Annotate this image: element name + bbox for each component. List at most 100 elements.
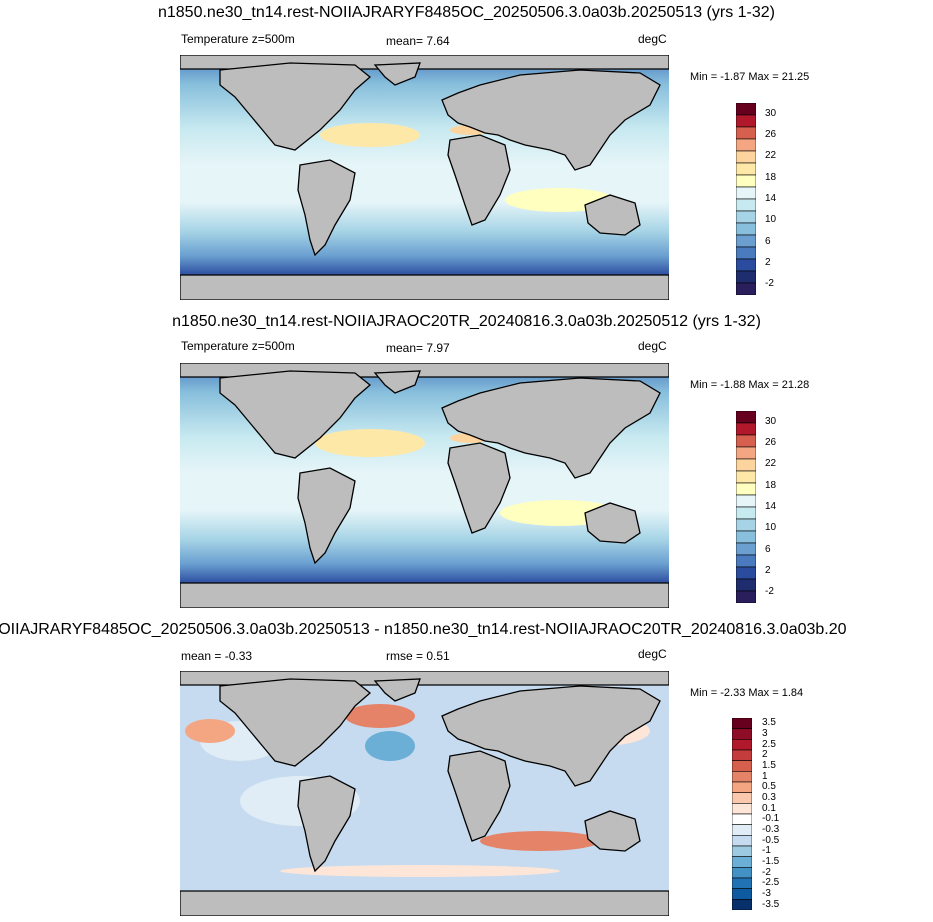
- panel3-title: est-NOIIAJRARYF8485OC_20250506.3.0a03b.2…: [0, 621, 847, 638]
- colorbar-swatch: [736, 186, 756, 200]
- colorbar-tick-label: 26: [765, 437, 777, 448]
- colorbar-swatch: [736, 282, 756, 295]
- colorbar-tick-label: 10: [765, 522, 777, 534]
- colorbar-tick-label: 0.5: [762, 781, 776, 793]
- colorbar-swatch: [736, 566, 756, 580]
- colorbar-swatch: [736, 422, 756, 436]
- colorbar-tick-label: 0.1: [762, 802, 776, 814]
- colorbar-tick-label: -0.3: [762, 824, 780, 835]
- panel1-map: [180, 55, 669, 300]
- colorbar-tick-label: 22: [765, 458, 777, 470]
- colorbar-swatch: [732, 888, 752, 900]
- panel2-minmax: Min = -1.88 Max = 21.28: [690, 379, 810, 391]
- colorbar-swatch: [732, 749, 752, 761]
- colorbar-tick-label: -2.5: [762, 877, 780, 889]
- colorbar-swatch: [736, 258, 756, 272]
- colorbar-swatch: [736, 482, 756, 496]
- colorbar-tick-label: 2: [765, 257, 771, 268]
- colorbar-tick-label: 26: [765, 129, 777, 140]
- panel3-map: [180, 671, 669, 916]
- colorbar-swatch: [736, 470, 756, 484]
- colorbar-swatch: [736, 411, 756, 424]
- panel2-map: [180, 363, 669, 608]
- colorbar-tick-label: 22: [765, 150, 777, 162]
- colorbar-swatch: [736, 162, 756, 176]
- colorbar-swatch: [736, 458, 756, 472]
- colorbar-swatch: [736, 138, 756, 152]
- panel1-mean-label: mean= 7.64: [386, 34, 450, 48]
- colorbar-swatch: [736, 246, 756, 260]
- panel1-title: n1850.ne30_tn14.rest-NOIIAJRARYF8485OC_2…: [157, 4, 775, 21]
- colorbar-tick-label: -2: [762, 866, 771, 878]
- colorbar-tick-label: 14: [765, 501, 777, 512]
- colorbar-tick-label: 1.5: [762, 760, 776, 771]
- colorbar-tick-label: 10: [765, 214, 777, 226]
- colorbar-swatch: [732, 803, 752, 815]
- colorbar-swatch: [732, 792, 752, 804]
- panel2-colorbar: [736, 411, 756, 603]
- colorbar-swatch: [732, 899, 752, 910]
- colorbar-swatch: [736, 542, 756, 556]
- panel2-units-label: degC: [638, 339, 667, 353]
- colorbar-swatch: [736, 222, 756, 236]
- panel2-title: n1850.ne30_tn14.rest-NOIIAJRAOC20TR_2024…: [172, 313, 761, 330]
- colorbar-tick-label: -1: [762, 845, 771, 857]
- colorbar-swatch: [736, 494, 756, 508]
- colorbar-swatch: [736, 578, 756, 592]
- panel2-mean-label: mean= 7.97: [386, 341, 450, 355]
- panel1-variable-label: Temperature z=500m: [181, 32, 295, 46]
- colorbar-tick-label: -2: [765, 586, 774, 598]
- colorbar-swatch: [736, 530, 756, 544]
- colorbar-tick-label: 18: [765, 171, 777, 183]
- colorbar-swatch: [736, 434, 756, 448]
- colorbar-swatch: [732, 877, 752, 889]
- colorbar-tick-label: 30: [765, 107, 777, 119]
- panel3-mean-label: mean = -0.33: [181, 649, 253, 663]
- panel1-colorbar: [736, 103, 756, 295]
- colorbar-swatch: [732, 718, 752, 729]
- colorbar-swatch: [732, 771, 752, 783]
- panel3-rmse-label: rmse = 0.51: [386, 649, 450, 663]
- panel3-colorbar: [732, 718, 752, 910]
- colorbar-swatch: [732, 781, 752, 793]
- colorbar-tick-label: -2: [765, 278, 774, 290]
- colorbar-tick-label: 2: [762, 749, 768, 761]
- colorbar-swatch: [736, 590, 756, 603]
- colorbar-swatch: [736, 198, 756, 212]
- colorbar-swatch: [732, 760, 752, 772]
- colorbar-tick-label: 6: [765, 543, 771, 555]
- colorbar-swatch: [732, 856, 752, 868]
- panel2-variable-label: Temperature z=500m: [181, 339, 295, 353]
- colorbar-swatch: [736, 270, 756, 284]
- colorbar-tick-label: 3: [762, 728, 768, 739]
- colorbar-swatch: [736, 554, 756, 568]
- colorbar-tick-label: 6: [765, 235, 771, 247]
- colorbar-tick-label: 14: [765, 193, 777, 204]
- colorbar-tick-label: 18: [765, 479, 777, 491]
- colorbar-tick-label: -3.5: [762, 898, 780, 910]
- colorbar-tick-label: 3.5: [762, 717, 776, 729]
- colorbar-swatch: [736, 126, 756, 140]
- colorbar-swatch: [736, 506, 756, 520]
- colorbar-tick-label: 0.3: [762, 792, 776, 803]
- colorbar-swatch: [736, 150, 756, 164]
- panel1-units-label: degC: [638, 32, 667, 46]
- colorbar-tick-label: 30: [765, 415, 777, 427]
- colorbar-swatch: [736, 174, 756, 188]
- colorbar-tick-label: -0.1: [762, 813, 780, 825]
- colorbar-swatch: [736, 114, 756, 128]
- colorbar-swatch: [736, 518, 756, 532]
- colorbar-tick-label: 1: [762, 770, 768, 782]
- colorbar-swatch: [736, 446, 756, 460]
- colorbar-tick-label: -1.5: [762, 856, 780, 867]
- panel1-minmax: Min = -1.87 Max = 21.25: [690, 71, 810, 83]
- colorbar-swatch: [736, 103, 756, 116]
- colorbar-swatch: [732, 845, 752, 857]
- colorbar-tick-label: 2: [765, 565, 771, 576]
- colorbar-swatch: [736, 234, 756, 248]
- colorbar-swatch: [732, 867, 752, 879]
- colorbar-swatch: [732, 739, 752, 751]
- colorbar-swatch: [732, 813, 752, 825]
- colorbar-tick-label: 2.5: [762, 738, 776, 750]
- colorbar-swatch: [736, 210, 756, 224]
